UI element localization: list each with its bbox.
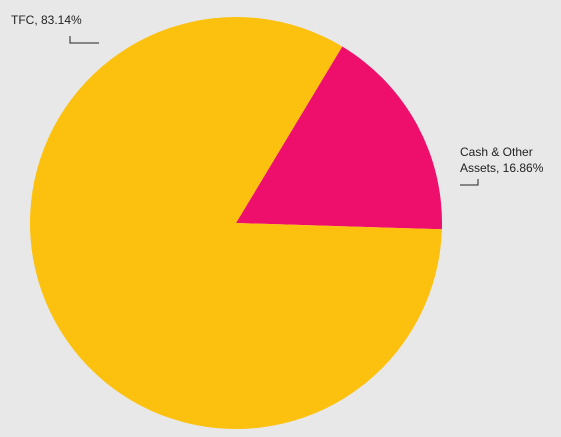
label-tfc: TFC, 83.14% (11, 13, 82, 27)
slice-label-tfc: TFC, 83.14% (11, 13, 99, 44)
leader-line-tfc (69, 36, 99, 44)
pie-slice-0 (236, 46, 442, 230)
svg-text:TFC, 83.14%: TFC, 83.14% (11, 13, 82, 27)
label-cash-line1: Cash & Other (460, 145, 533, 159)
pie-slice-1 (29, 16, 442, 429)
leader-line-cash (460, 179, 479, 186)
pie-slices (29, 16, 442, 429)
slice-label-cash-other-assets: Cash & Other Assets, 16.86% (460, 145, 544, 186)
svg-text:Assets, 16.86%: Assets, 16.86% (460, 161, 544, 175)
svg-text:Cash & Other: Cash & Other (460, 145, 533, 159)
label-cash-line2: Assets, 16.86% (460, 161, 544, 175)
